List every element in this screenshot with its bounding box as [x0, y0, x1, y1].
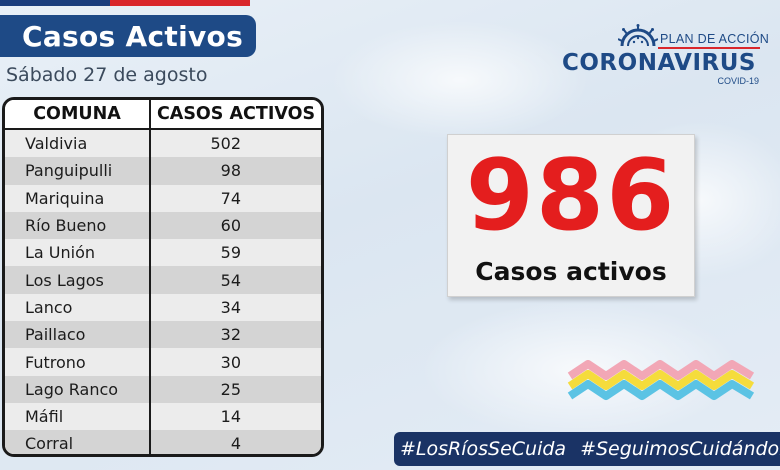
table-row: Lago Ranco 25	[5, 375, 321, 403]
cell-casos: 25	[220, 379, 241, 399]
cases-table: COMUNA CASOS ACTIVOS Valdivia 502 Panguip…	[2, 97, 324, 457]
cell-comuna: Los Lagos	[5, 266, 151, 294]
total-cases-card: 986 Casos activos	[447, 134, 695, 297]
logo-plan-text: PLAN DE ACCIÓN	[660, 32, 770, 46]
cell-comuna: Valdivia	[5, 130, 151, 158]
cell-casos: 34	[220, 297, 241, 317]
flag-stripe	[0, 0, 250, 6]
column-header-comuna: COMUNA	[5, 100, 151, 128]
cell-casos: 60	[220, 216, 241, 236]
table-row: Valdivia 502	[5, 130, 321, 158]
cell-comuna: Río Bueno	[5, 211, 151, 240]
region-waves-logo	[567, 360, 755, 400]
table-row: Paillaco 32	[5, 321, 321, 349]
cell-casos: 30	[220, 352, 241, 372]
cell-casos: 32	[220, 325, 241, 345]
table-row: Corral 4	[5, 430, 321, 454]
table-body: Valdivia 502 Panguipulli 98 Mariquina 74 Rí…	[5, 130, 321, 454]
hashtag-seguimos: #SeguimosCuidándonos	[580, 438, 780, 460]
virus-icon	[618, 24, 658, 47]
table-row: Panguipulli 98	[5, 157, 321, 185]
background-cloud	[330, 20, 590, 140]
table-row: Los Lagos 54	[5, 266, 321, 294]
logo-sub-text: COVID-19	[717, 76, 759, 86]
logo-brand-text: CORONAVIRUS	[562, 50, 756, 76]
cell-comuna: Mariquina	[5, 184, 151, 212]
table-row: Mariquina 74	[5, 184, 321, 212]
cell-casos: 14	[220, 407, 241, 427]
cell-comuna: Lago Ranco	[5, 375, 151, 403]
cell-casos: 74	[220, 188, 241, 208]
table-row: La Unión 59	[5, 239, 321, 267]
cell-comuna: Máfil	[5, 402, 151, 431]
cell-comuna: La Unión	[5, 239, 151, 267]
hashtag-bar: #LosRíosSeCuida #SeguimosCuidándonos	[394, 432, 780, 466]
hashtag-los-rios: #LosRíosSeCuida	[400, 438, 567, 460]
cell-comuna: Panguipulli	[5, 157, 151, 185]
title-banner: Casos Activos	[0, 15, 256, 57]
report-date: Sábado 27 de agosto	[6, 64, 208, 86]
cell-casos: 98	[220, 161, 241, 181]
cell-comuna: Lanco	[5, 293, 151, 322]
page-title: Casos Activos	[22, 19, 244, 53]
cell-comuna: Corral	[5, 430, 151, 454]
table-row: Máfil 14	[5, 402, 321, 431]
logo-divider	[658, 47, 760, 49]
table-row: Futrono 30	[5, 348, 321, 376]
total-cases-value: 986	[465, 139, 677, 253]
coronavirus-plan-logo: PLAN DE ACCIÓN CORONAVIRUS COVID-19	[560, 24, 769, 92]
cell-comuna: Futrono	[5, 348, 151, 376]
cell-casos: 59	[220, 243, 241, 263]
table-row: Lanco 34	[5, 293, 321, 322]
column-header-casos: CASOS ACTIVOS	[156, 104, 316, 124]
cell-casos: 4	[230, 434, 241, 454]
table-row: Río Bueno 60	[5, 211, 321, 240]
total-cases-label: Casos activos	[475, 257, 667, 286]
cell-casos: 54	[220, 270, 241, 290]
cell-casos: 502	[210, 134, 241, 154]
table-header: COMUNA CASOS ACTIVOS	[5, 100, 321, 130]
cell-comuna: Paillaco	[5, 321, 151, 349]
